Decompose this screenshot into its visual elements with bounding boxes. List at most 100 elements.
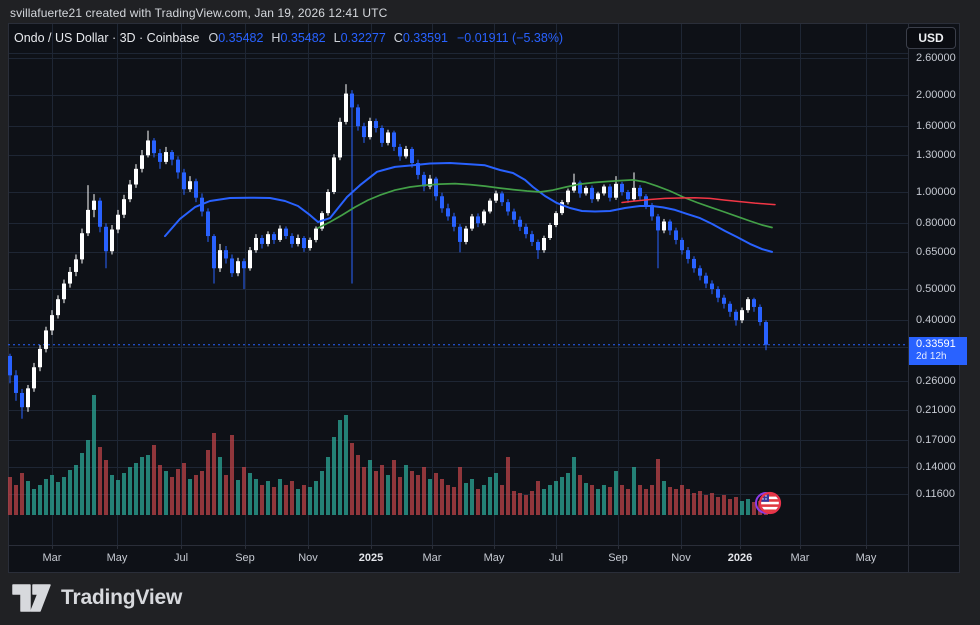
candle-up xyxy=(326,192,330,214)
price-tick-label: 0.26000 xyxy=(916,374,956,387)
attribution-text: svillafuerte21 created with TradingView.… xyxy=(10,6,388,20)
price-tick-label: 0.11600 xyxy=(916,487,955,500)
volume-bar xyxy=(86,440,90,515)
candle-up xyxy=(338,121,342,158)
candle-down xyxy=(170,152,174,160)
candle-down xyxy=(422,174,426,187)
volume-bar xyxy=(62,477,66,515)
price-tick-label: 0.65000 xyxy=(916,246,956,259)
candle-up xyxy=(368,121,372,138)
candle-up xyxy=(572,182,576,191)
time-tick-label: Mar xyxy=(790,552,810,564)
candle-up xyxy=(428,178,432,187)
event-marker-us-flag-icon[interactable] xyxy=(755,491,782,515)
volume-bar xyxy=(632,467,636,515)
candle-up xyxy=(488,200,492,212)
volume-bars-layer xyxy=(8,395,768,515)
candle-up xyxy=(332,157,336,192)
candle-down xyxy=(752,299,756,307)
volume-bar xyxy=(512,491,516,515)
volume-bar xyxy=(236,480,240,515)
candle-down xyxy=(578,182,582,194)
volume-bar xyxy=(428,479,432,515)
price-axis[interactable]: 0.33591 2d 12h 2.60000 2.00000 1.60000 1.30… xyxy=(909,23,967,573)
candle-up xyxy=(464,228,468,242)
time-tick-label: Sep xyxy=(235,552,255,564)
price-tick-label: 2.60000 xyxy=(916,52,956,65)
volume-bar xyxy=(284,485,288,515)
volume-bar xyxy=(290,481,294,515)
volume-bar xyxy=(332,437,336,515)
candle-up xyxy=(218,250,222,269)
volume-bar xyxy=(566,473,570,515)
candle-up xyxy=(62,283,66,300)
volume-bar xyxy=(410,471,414,515)
volume-bar xyxy=(626,489,630,515)
volume-bar xyxy=(50,475,54,515)
volume-bar xyxy=(452,487,456,515)
price-tick-label: 0.21000 xyxy=(916,404,956,417)
candle-up xyxy=(554,213,558,226)
volume-bar xyxy=(458,467,462,515)
volume-bar xyxy=(656,459,660,515)
volume-bar xyxy=(242,467,246,515)
ma-blue-line xyxy=(164,162,773,253)
candle-up xyxy=(278,228,282,240)
volume-bar xyxy=(392,460,396,515)
volume-bar xyxy=(296,489,300,515)
candle-down xyxy=(590,187,594,200)
volume-bar xyxy=(98,447,102,515)
volume-bar xyxy=(716,497,720,515)
last-price-label[interactable]: 0.33591 2d 12h xyxy=(909,336,967,365)
candle-up xyxy=(80,233,84,260)
candle-down xyxy=(668,221,672,231)
candle-wick xyxy=(657,213,659,269)
volume-bar xyxy=(362,467,366,515)
candle-down xyxy=(452,216,456,227)
candle-down xyxy=(206,211,210,237)
candle-up xyxy=(146,140,150,156)
candle-down xyxy=(212,236,216,269)
volume-bar xyxy=(386,475,390,515)
volume-bar xyxy=(590,485,594,515)
volume-bar xyxy=(536,481,540,515)
ohlc-values: O0.35482 H0.35482 L0.32277 C0.33591 xyxy=(209,31,449,45)
volume-bar xyxy=(668,487,672,515)
volume-bar xyxy=(152,445,156,515)
volume-bar xyxy=(338,420,342,515)
volume-bar xyxy=(758,501,762,515)
candle-down xyxy=(536,241,540,251)
volume-bar xyxy=(740,501,744,515)
candle-up xyxy=(596,193,600,200)
volume-bar xyxy=(404,465,408,515)
volume-bar xyxy=(56,482,60,515)
currency-usd-button[interactable]: USD xyxy=(906,27,956,49)
volume-bar xyxy=(596,489,600,515)
ma-green-line xyxy=(317,179,773,229)
candle-up xyxy=(314,228,318,240)
volume-bar xyxy=(104,460,108,515)
candle-down xyxy=(704,275,708,284)
candle-up xyxy=(344,93,348,122)
candle-up xyxy=(164,152,168,162)
candle-up xyxy=(254,237,258,251)
candle-down xyxy=(512,211,516,220)
volume-bar xyxy=(476,489,480,515)
volume-bar xyxy=(728,499,732,515)
volume-bar xyxy=(272,487,276,515)
volume-bar xyxy=(26,481,30,515)
time-tick-label: Sep xyxy=(608,552,628,564)
symbol-title: Ondo / US Dollar · 3D · Coinbase xyxy=(14,31,200,45)
volume-bar xyxy=(524,495,528,515)
volume-bar xyxy=(302,485,306,515)
symbol-legend[interactable]: Ondo / US Dollar · 3D · Coinbase O0.3548… xyxy=(14,31,563,45)
volume-bar xyxy=(602,485,606,515)
volume-bar xyxy=(74,465,78,515)
volume-bar xyxy=(110,475,114,515)
tradingview-logo[interactable]: TradingView xyxy=(12,584,182,612)
candle-down xyxy=(458,226,462,242)
volume-bar xyxy=(644,489,648,515)
candle-down xyxy=(182,172,186,190)
time-axis[interactable]: Mar May Jul Sep Nov 2025 Mar May Jul Sep Nov 2026 Ma… xyxy=(0,546,960,573)
